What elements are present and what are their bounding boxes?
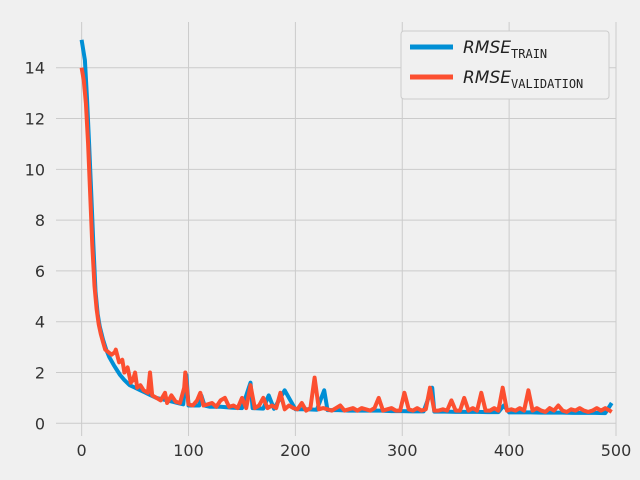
x-tick-label: 0 [77, 441, 87, 460]
x-tick-label: 300 [387, 441, 418, 460]
y-tick-label: 0 [35, 414, 45, 433]
series-line-train [79, 39, 614, 416]
y-tick-label: 4 [35, 313, 45, 332]
y-tick-label: 2 [35, 364, 45, 383]
y-tick-label: 6 [35, 262, 45, 281]
tick-labels: 0 100 200 300 400 500 0 2 4 6 8 10 12 14 [25, 59, 632, 460]
series-lines [79, 39, 614, 416]
legend-label-validation: RMSEVALIDATION [463, 68, 583, 91]
series-line-validation [79, 67, 613, 414]
legend: RMSETRAIN RMSEVALIDATION [400, 30, 610, 100]
y-tick-label: 12 [25, 110, 45, 129]
y-tick-label: 14 [25, 59, 45, 78]
y-tick-label: 8 [35, 211, 45, 230]
x-tick-label: 400 [494, 441, 525, 460]
x-tick-label: 100 [173, 441, 204, 460]
x-tick-label: 200 [280, 441, 311, 460]
x-tick-label: 500 [601, 441, 632, 460]
y-tick-label: 10 [25, 160, 45, 179]
legend-label-train: RMSETRAIN [463, 38, 547, 61]
